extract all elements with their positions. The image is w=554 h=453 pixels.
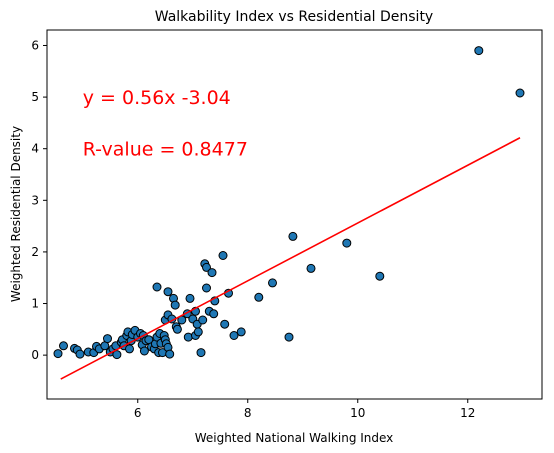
data-point xyxy=(285,333,293,341)
y-tick-label: 2 xyxy=(31,245,39,259)
x-tick-label: 10 xyxy=(350,406,365,420)
data-point xyxy=(199,316,207,324)
data-point xyxy=(126,345,134,353)
data-point xyxy=(255,293,263,301)
data-point xyxy=(184,333,192,341)
y-axis-ticks: 0 1 2 3 4 5 6 xyxy=(31,38,47,362)
data-point xyxy=(173,325,181,333)
data-point xyxy=(210,310,218,318)
data-point xyxy=(237,328,245,336)
data-point xyxy=(171,301,179,309)
data-point xyxy=(203,284,211,292)
data-point xyxy=(197,349,205,357)
x-tick-label: 8 xyxy=(244,406,252,420)
data-point xyxy=(475,47,483,55)
y-tick-label: 3 xyxy=(31,193,39,207)
data-point xyxy=(164,288,172,296)
data-point xyxy=(166,350,174,358)
data-point xyxy=(343,239,351,247)
x-axis-ticks: 6 8 10 12 xyxy=(134,399,475,420)
data-point xyxy=(153,283,161,291)
data-point xyxy=(289,232,297,240)
y-tick-label: 4 xyxy=(31,142,39,156)
y-tick-label: 1 xyxy=(31,297,39,311)
data-point xyxy=(104,335,112,343)
regression-line xyxy=(61,138,520,379)
chart-title: Walkability Index vs Residential Density xyxy=(155,9,433,25)
data-point xyxy=(307,264,315,272)
data-point xyxy=(60,342,68,350)
r-value-label: R-value = 0.8477 xyxy=(83,139,248,161)
data-point xyxy=(54,350,62,358)
data-point xyxy=(376,272,384,280)
data-point xyxy=(269,279,277,287)
y-axis-label: Weighted Residential Density xyxy=(9,126,23,302)
data-point xyxy=(208,269,216,277)
data-point xyxy=(76,350,84,358)
y-tick-label: 5 xyxy=(31,90,39,104)
data-point xyxy=(219,252,227,260)
data-point xyxy=(186,294,194,302)
x-axis-label: Weighted National Walking Index xyxy=(195,431,394,445)
data-point xyxy=(221,320,229,328)
x-tick-label: 12 xyxy=(460,406,475,420)
annotations: y = 0.56x -3.04 R-value = 0.8477 xyxy=(83,87,248,161)
data-point xyxy=(516,89,524,97)
y-tick-label: 0 xyxy=(31,348,39,362)
regression-equation: y = 0.56x -3.04 xyxy=(83,87,231,109)
data-point xyxy=(194,328,202,336)
x-tick-label: 6 xyxy=(134,406,142,420)
y-tick-label: 6 xyxy=(31,38,39,52)
